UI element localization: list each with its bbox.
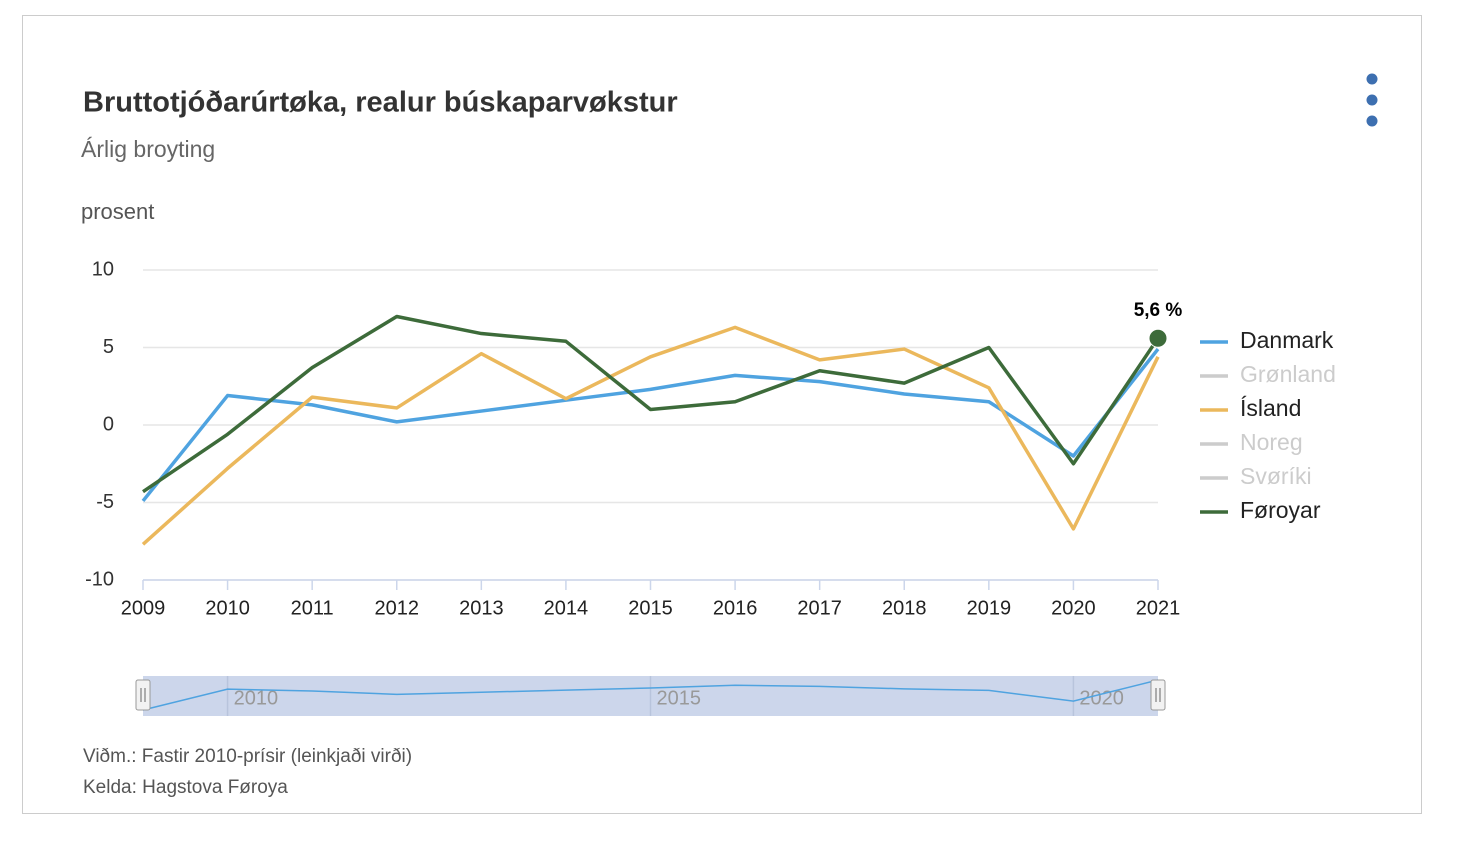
navigator-handle-box[interactable] — [1150, 679, 1166, 711]
x-tick-label: 2013 — [459, 597, 504, 619]
legend-label[interactable]: Ísland — [1240, 395, 1301, 421]
note: Viðm.: Fastir 2010-prísir (leinkjaði vir… — [83, 746, 412, 767]
x-tick-label: 2009 — [121, 597, 166, 619]
x-tick-label: 2012 — [375, 597, 420, 619]
chart-title: Bruttotjóðarúrtøka, realur búskaparvøkst… — [83, 87, 678, 119]
x-tick-label: 2014 — [544, 597, 589, 619]
y-tick-label: 5 — [103, 336, 114, 358]
menu-dot[interactable] — [1366, 73, 1378, 85]
x-tick-label: 2019 — [967, 597, 1012, 619]
navigator-tick-label: 2015 — [657, 687, 702, 709]
legend-label[interactable]: Svøríki — [1240, 463, 1312, 489]
x-tick-label: 2018 — [882, 597, 927, 619]
legend-item[interactable]: Føroyar — [1200, 497, 1321, 523]
legend-label[interactable]: Grønland — [1240, 361, 1336, 387]
x-tick-label: 2017 — [797, 597, 842, 619]
navigator-handle-box[interactable] — [135, 679, 151, 711]
legend-item[interactable]: Danmark — [1200, 327, 1334, 353]
x-tick-label: 2011 — [291, 597, 334, 619]
x-tick-label: 2016 — [713, 597, 758, 619]
y-tick-label: -5 — [96, 491, 114, 513]
y-axis-label: prosent — [81, 199, 154, 224]
chart-subtitle: Árlig broyting — [81, 136, 215, 162]
legend-label[interactable]: Føroyar — [1240, 497, 1321, 523]
navigator-handle[interactable] — [1150, 679, 1166, 711]
series-line — [141, 325, 1160, 546]
legend-label[interactable]: Danmark — [1240, 327, 1334, 353]
menu-dot[interactable] — [1366, 115, 1378, 127]
y-tick-label: 10 — [92, 258, 114, 280]
x-tick-label: 2021 — [1136, 597, 1181, 619]
x-tick-label: 2020 — [1051, 597, 1096, 619]
series-line — [141, 347, 1160, 503]
note: Kelda: Hagstova Føroya — [83, 777, 288, 798]
navigator-line — [142, 679, 1159, 711]
highlight-point — [1148, 328, 1168, 348]
series-line — [142, 314, 1160, 494]
legend-item[interactable]: Svøríki — [1200, 463, 1312, 489]
navigator-handle[interactable] — [135, 679, 151, 711]
x-tick-label: 2010 — [205, 597, 250, 619]
legend-item[interactable]: Ísland — [1200, 395, 1301, 421]
menu-dot[interactable] — [1366, 94, 1378, 106]
legend-item[interactable]: Noreg — [1200, 429, 1303, 455]
y-tick-label: 0 — [103, 413, 114, 435]
legend-label[interactable]: Noreg — [1240, 429, 1303, 455]
menu-button[interactable] — [1366, 73, 1378, 127]
x-tick-label: 2015 — [628, 597, 673, 619]
navigator-tick-label: 2010 — [234, 687, 278, 709]
data-label: 5,6 % — [1134, 300, 1183, 321]
navigator-tick-label: 2020 — [1079, 687, 1124, 709]
y-tick-label: -10 — [85, 568, 114, 590]
legend-item[interactable]: Grønland — [1200, 361, 1336, 387]
